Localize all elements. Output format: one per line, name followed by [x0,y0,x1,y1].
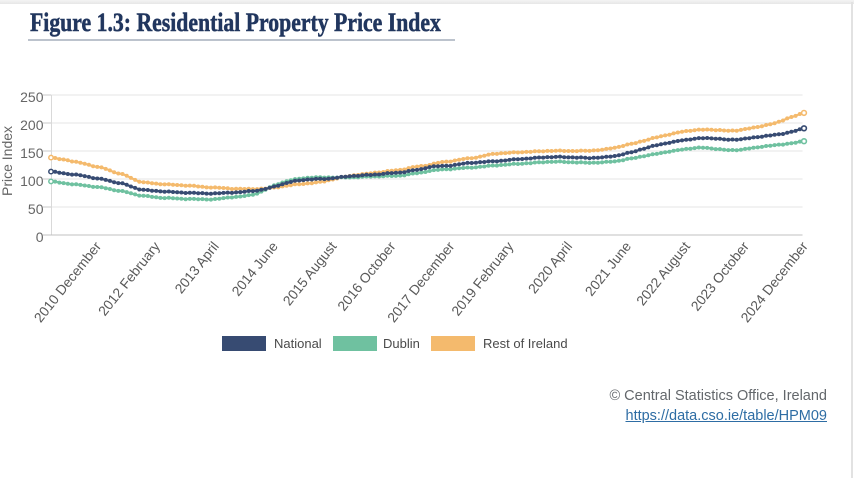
svg-text:2023 October: 2023 October [688,239,752,314]
svg-text:2014 June: 2014 June [229,239,281,299]
svg-text:250: 250 [20,89,44,105]
svg-text:2010 December: 2010 December [31,239,104,325]
svg-text:2012 February: 2012 February [95,239,163,319]
svg-text:2015 August: 2015 August [280,239,340,309]
svg-text:2013 April: 2013 April [172,239,222,296]
svg-text:50: 50 [28,201,44,217]
svg-text:0: 0 [36,229,44,245]
svg-text:2016 October: 2016 October [335,239,399,314]
svg-text:150: 150 [20,145,44,161]
svg-text:100: 100 [20,173,44,189]
svg-text:2019 February: 2019 February [449,239,517,319]
svg-text:Price Index: Price Index [0,126,15,196]
svg-text:2020 April: 2020 April [525,239,575,296]
svg-text:2021 June: 2021 June [582,239,634,299]
svg-text:2022 August: 2022 August [634,239,694,309]
svg-text:200: 200 [20,117,44,133]
